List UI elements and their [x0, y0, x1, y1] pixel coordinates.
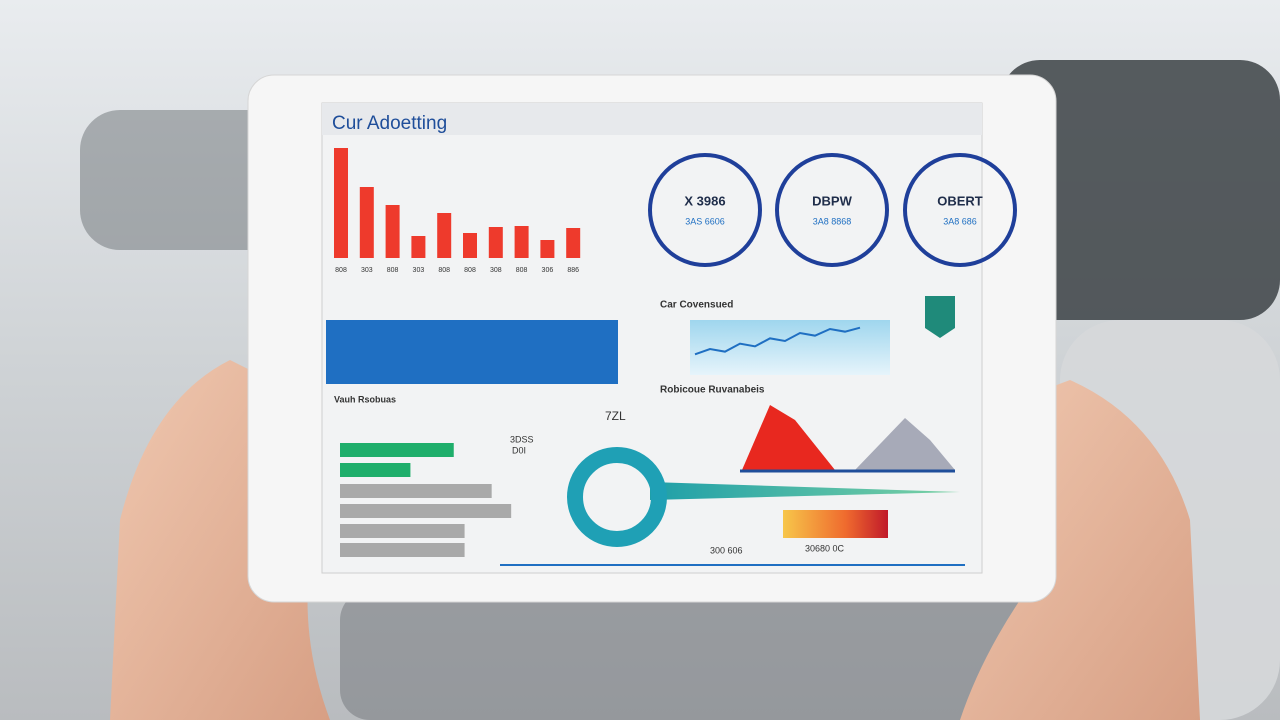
line: [694, 326, 861, 356]
x-tick-label: 808: [387, 267, 399, 274]
bar: [411, 236, 426, 258]
x-tick-label: 808: [335, 267, 347, 274]
bar: [334, 148, 348, 258]
panel-title: Car Covensued: [660, 300, 733, 311]
car-blur: [340, 590, 1040, 720]
footer-label: 30680 0C: [805, 543, 845, 553]
wedge: [650, 482, 960, 500]
hbar: [340, 543, 465, 557]
right-hand: [960, 380, 1200, 720]
bar: [514, 226, 529, 258]
donut: [567, 447, 667, 547]
header-bar: [322, 103, 982, 135]
hbar: [340, 443, 454, 457]
x-tick-label: 303: [361, 267, 373, 274]
center-label: 3DSS: [510, 434, 534, 444]
bar: [437, 213, 452, 258]
bar: [540, 240, 555, 258]
x-tick-label: 808: [464, 267, 476, 274]
bar: [463, 233, 477, 258]
gauge-value: OBERT: [937, 193, 983, 208]
x-tick-label: 808: [438, 267, 450, 274]
gauge: [903, 153, 1017, 267]
dashboard-title: Cur Adoetting: [332, 113, 447, 134]
data-table: [326, 320, 618, 384]
panel-title: Vauh Rsobuas: [334, 394, 396, 404]
x-tick-label: 306: [542, 267, 554, 274]
car-blur: [1000, 60, 1280, 320]
x-tick-label: 886: [567, 267, 579, 274]
hbar: [340, 524, 465, 538]
gauge-value: X 3986: [684, 193, 725, 208]
gauge-value: DBPW: [812, 193, 852, 208]
tag: 7ZL: [605, 409, 626, 423]
hbar: [340, 504, 512, 518]
area-shape: [742, 405, 835, 470]
bar: [566, 228, 581, 258]
footer-label: 300 606: [710, 545, 743, 555]
gauge-sub: 3AS 6606: [685, 216, 725, 226]
gauge-sub: 3A8 8868: [813, 216, 852, 226]
badge: [925, 296, 955, 338]
bar: [385, 205, 400, 258]
hbar: [340, 484, 492, 498]
area-shape: [855, 418, 955, 470]
center-label: D0I: [512, 445, 526, 455]
gauge-sub: 3A8 686: [943, 216, 977, 226]
bar: [488, 227, 503, 258]
gauge: [775, 153, 889, 267]
gauge: [648, 153, 762, 267]
bar: [359, 187, 374, 258]
x-tick-label: 308: [490, 267, 502, 274]
hbar: [340, 463, 411, 477]
heat-strip: [783, 510, 888, 538]
x-tick-label: 303: [413, 267, 425, 274]
x-tick-label: 808: [516, 267, 528, 274]
panel-title: Robicoue Ruvanabeis: [660, 385, 765, 396]
